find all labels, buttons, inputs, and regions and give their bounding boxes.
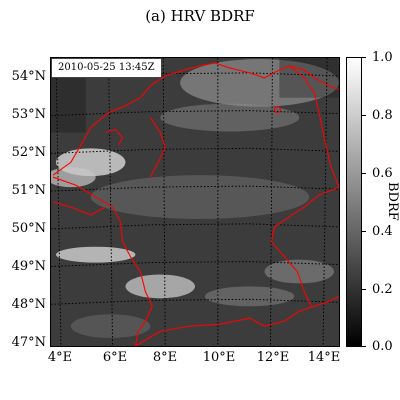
colorbar [346,57,362,347]
colorbar-tick [362,346,366,347]
colorbar-tick [362,57,366,58]
satellite-map [50,57,340,347]
colorbar-tick-label: 0.4 [372,224,393,239]
colorbar-tick-label: 0.6 [372,166,393,181]
lat-label: 50°N [11,221,46,236]
lon-label: 8°E [152,350,178,365]
graticule [51,58,339,346]
timestamp-label: 2010-05-25 13:45Z [51,58,162,78]
colorbar-tick-label: 0.2 [372,282,393,297]
colorbar-tick-label: 1.0 [372,50,393,65]
lon-label: 10°E [202,350,236,365]
colorbar-tick-label: 0.8 [372,108,393,123]
map-svg [51,58,339,346]
colorbar-tick [362,173,366,174]
country-borders [52,62,339,346]
cloud-texture [51,58,339,339]
lat-label: 52°N [11,145,46,160]
colorbar-tick [362,289,366,290]
lon-label: 4°E [47,350,73,365]
lat-label: 54°N [11,69,46,84]
colorbar-tick [362,115,366,116]
lon-label: 6°E [102,350,128,365]
lat-label: 48°N [11,297,46,312]
lon-label: 14°E [307,350,341,365]
colorbar-tick [362,231,366,232]
lon-label: 12°E [256,350,290,365]
lat-label: 47°N [11,335,46,350]
colorbar-title: BDRF [385,182,400,221]
lat-label: 53°N [11,107,46,122]
lat-label: 51°N [11,183,46,198]
colorbar-tick-label: 0.0 [372,339,393,354]
lat-label: 49°N [11,259,46,274]
map-title: (a) HRV BDRF [145,7,255,25]
